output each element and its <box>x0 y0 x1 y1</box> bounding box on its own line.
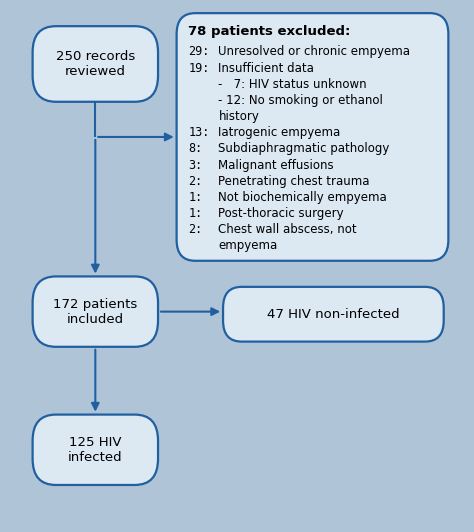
FancyBboxPatch shape <box>223 287 444 342</box>
Text: history: history <box>219 110 259 123</box>
Text: -   7: HIV status unknown: - 7: HIV status unknown <box>219 78 367 91</box>
Text: Insufficient data: Insufficient data <box>219 62 314 74</box>
Text: Unresolved or chronic empyema: Unresolved or chronic empyema <box>219 45 410 59</box>
Text: Not biochemically empyema: Not biochemically empyema <box>219 191 387 204</box>
FancyBboxPatch shape <box>33 414 158 485</box>
Text: empyema: empyema <box>219 239 278 252</box>
Text: 172 patients
included: 172 patients included <box>53 297 137 326</box>
Text: 8:: 8: <box>188 143 202 155</box>
Text: 47 HIV non-infected: 47 HIV non-infected <box>267 307 400 321</box>
Text: 19:: 19: <box>188 62 210 74</box>
Text: Chest wall abscess, not: Chest wall abscess, not <box>219 223 357 236</box>
Text: - 12: No smoking or ethanol: - 12: No smoking or ethanol <box>219 94 383 107</box>
Text: Malignant effusions: Malignant effusions <box>219 159 334 172</box>
Text: 2:: 2: <box>188 223 202 236</box>
Text: 250 records
reviewed: 250 records reviewed <box>56 50 135 78</box>
Text: Subdiaphragmatic pathology: Subdiaphragmatic pathology <box>219 143 390 155</box>
FancyBboxPatch shape <box>33 26 158 102</box>
Text: 125 HIV
infected: 125 HIV infected <box>68 436 123 464</box>
FancyBboxPatch shape <box>177 13 448 261</box>
Text: 29:: 29: <box>188 45 210 59</box>
Text: 2:: 2: <box>188 175 202 188</box>
Text: 3:: 3: <box>188 159 202 172</box>
Text: 1:: 1: <box>188 191 202 204</box>
Text: 13:: 13: <box>188 126 210 139</box>
Text: Penetrating chest trauma: Penetrating chest trauma <box>219 175 370 188</box>
Text: 1:: 1: <box>188 207 202 220</box>
Text: Post-thoracic surgery: Post-thoracic surgery <box>219 207 344 220</box>
Text: Iatrogenic empyema: Iatrogenic empyema <box>219 126 341 139</box>
FancyBboxPatch shape <box>33 277 158 347</box>
Text: 78 patients excluded:: 78 patients excluded: <box>188 24 351 38</box>
